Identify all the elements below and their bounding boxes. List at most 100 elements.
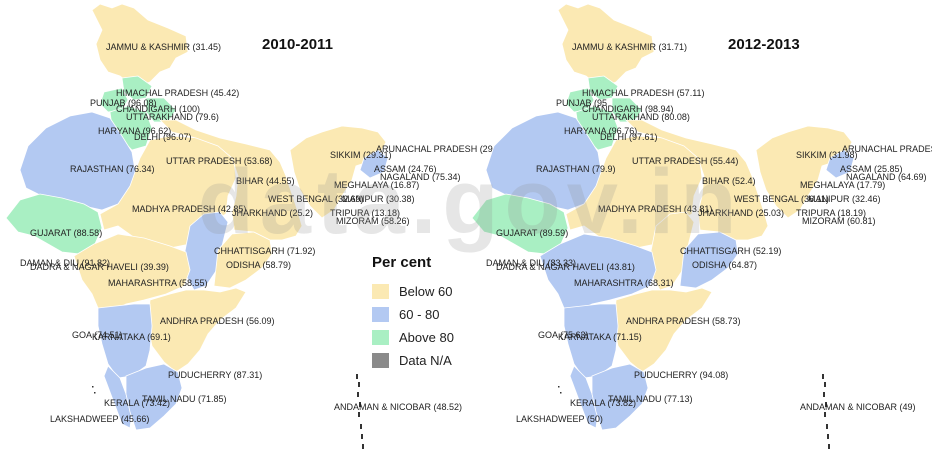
state-label-py: PUDUCHERRY (87.31) xyxy=(168,370,263,380)
state-label-ml: MEGHALAYA (17.79) xyxy=(800,180,886,190)
state-label-mn: MANIPUR (32.46) xyxy=(808,194,881,204)
state-label-jk: JAMMU & KASHMIR (31.45) xyxy=(106,42,222,52)
island-andaman-nicobar xyxy=(359,402,361,407)
region-kerala xyxy=(569,365,599,429)
state-label-mh: MAHARASHTRA (68.31) xyxy=(574,278,674,288)
region-gujarat xyxy=(5,193,103,255)
region-east xyxy=(159,119,303,241)
state-label-ap: ANDHRA PRADESH (56.09) xyxy=(160,316,275,326)
state-label-kl: KERALA (73.42) xyxy=(104,398,171,408)
legend: Per cent Below 60 60 - 80 Above 80 Data … xyxy=(372,254,482,375)
state-label-mn: MANIPUR (30.38) xyxy=(342,194,415,204)
island-andaman-nicobar xyxy=(362,444,364,449)
state-label-dnh: DADRA & NAGAR HAVELI (43.81) xyxy=(496,262,635,272)
state-label-ld: LAKSHADWEEP (50) xyxy=(516,414,603,424)
island-andaman-nicobar xyxy=(358,382,360,387)
region-north xyxy=(91,3,189,87)
state-label-jk: JAMMU & KASHMIR (31.71) xyxy=(572,42,688,52)
state-label-tr: TRIPURA (13.18) xyxy=(330,208,401,218)
state-label-ga: GOA (75.63) xyxy=(538,330,589,340)
legend-swatch xyxy=(372,284,389,299)
state-label-hr: HARYANA (96.62) xyxy=(98,126,172,136)
legend-label: Data N/A xyxy=(399,353,452,368)
map-2010-2011: 2010-2011 JAMMU & KASHMIR (31.45) HIMACHA… xyxy=(5,3,508,449)
region-kerala xyxy=(103,365,133,429)
region-tamil xyxy=(125,363,183,431)
state-label-od: ODISHA (58.79) xyxy=(226,260,292,270)
legend-item-60-80: 60 - 80 xyxy=(372,306,482,323)
state-label-mz: MIZORAM (58.26) xyxy=(336,216,410,226)
state-label-tn: TAMIL NADU (71.85) xyxy=(142,394,227,404)
region-karnataka xyxy=(97,303,153,379)
state-label-dl: DELHI (96.07) xyxy=(134,132,192,142)
legend-item-data-na: Data N/A xyxy=(372,352,482,369)
island-andaman-nicobar xyxy=(827,434,829,439)
state-label-tn: TAMIL NADU (77.13) xyxy=(608,394,693,404)
state-label-jh: JHARKHAND (25.2) xyxy=(232,208,314,218)
india-map-2012-2013 xyxy=(471,3,855,449)
region-karnataka xyxy=(563,303,619,379)
island-lakshadweep xyxy=(558,386,560,388)
island-andaman-nicobar xyxy=(357,392,359,397)
state-label-ch: CHANDIGARH (98.94) xyxy=(582,104,674,114)
state-label-mh: MAHARASHTRA (58.55) xyxy=(108,278,208,288)
state-label-as: ASSAM (24.76) xyxy=(374,164,437,174)
region-nagaland xyxy=(359,149,389,179)
island-lakshadweep xyxy=(94,392,96,394)
state-label-tr: TRIPURA (18.19) xyxy=(796,208,867,218)
state-label-uk: UTTARAKHAND (79.6) xyxy=(126,112,219,122)
state-label-jh: JHARKHAND (25.03) xyxy=(698,208,785,218)
state-label-ch: CHANDIGARH (100) xyxy=(116,104,201,114)
state-label-nl: NAGALAND (75.34) xyxy=(380,172,461,182)
island-andaman-nicobar xyxy=(824,412,826,417)
state-label-ka: KARNATAKA (71.15) xyxy=(558,332,642,342)
region-andhra xyxy=(613,287,713,373)
state-label-an: ANDAMAN & NICOBAR (49) xyxy=(800,402,916,412)
island-andaman-nicobar xyxy=(360,424,362,429)
legend-swatch xyxy=(372,307,389,322)
state-label-ml: MEGHALAYA (16.87) xyxy=(334,180,420,190)
state-label-rj: RAJASTHAN (76.34) xyxy=(70,164,155,174)
region-nagaland xyxy=(825,149,855,179)
state-label-as: ASSAM (25.85) xyxy=(840,164,903,174)
island-andaman-nicobar xyxy=(361,434,363,439)
island-andaman-nicobar xyxy=(824,382,826,387)
island-andaman-nicobar xyxy=(823,392,825,397)
state-label-ka: KARNATAKA (69.1) xyxy=(92,332,171,342)
region-odisha xyxy=(679,231,739,289)
state-label-py: PUDUCHERRY (94.08) xyxy=(634,370,729,380)
state-label-an: ANDAMAN & NICOBAR (48.52) xyxy=(334,402,463,412)
state-label-cg: CHHATTISGARH (71.92) xyxy=(214,246,316,256)
state-label-cg: CHHATTISGARH (52.19) xyxy=(680,246,782,256)
state-label-od: ODISHA (64.87) xyxy=(692,260,758,270)
region-tamil xyxy=(591,363,649,431)
state-label-ga: GOA (74.51) xyxy=(72,330,123,340)
state-label-mz: MIZORAM (60.81) xyxy=(802,216,876,226)
state-label-dd: DAMAN & DIU (83.33) xyxy=(486,258,577,268)
state-label-br: BIHAR (44.55) xyxy=(236,176,295,186)
legend-title: Per cent xyxy=(372,254,432,271)
state-label-up: UTTAR PRADESH (55.44) xyxy=(632,156,739,166)
state-label-ld: LAKSHADWEEP (45.66) xyxy=(50,414,150,424)
state-label-dd: DAMAN & DIU (91.82) xyxy=(20,258,111,268)
legend-item-above-80: Above 80 xyxy=(372,329,482,346)
legend-label: 60 - 80 xyxy=(399,307,440,322)
legend-item-below-60: Below 60 xyxy=(372,283,482,300)
state-label-up: UTTAR PRADESH (53.68) xyxy=(166,156,273,166)
map-title: 2010-2011 xyxy=(262,36,333,53)
legend-label: Above 80 xyxy=(399,330,454,345)
region-maharashtra xyxy=(539,233,657,313)
state-label-wb: WEST BENGAL (36.11) xyxy=(734,194,829,204)
state-label-kl: KERALA (73.82) xyxy=(570,398,637,408)
state-label-ar: ARUNACHAL PRADESH (37.07) xyxy=(842,144,932,154)
region-andhra xyxy=(147,287,247,373)
state-label-hp: HIMACHAL PRADESH (57.11) xyxy=(582,88,705,98)
map-2012-2013: 2012-2013 JAMMU & KASHMIR (31.71) HIMACHA… xyxy=(466,0,932,460)
state-label-pb: PUNJAB (95 xyxy=(556,98,608,108)
state-label-wb: WEST BENGAL (32.69) xyxy=(268,194,364,204)
state-label-uk: UTTARAKHAND (80.08) xyxy=(592,112,690,122)
state-label-sk: SIKKIM (31.98) xyxy=(796,150,858,160)
legend-swatch xyxy=(372,330,389,345)
region-maharashtra xyxy=(73,233,191,313)
legend-swatch xyxy=(372,353,389,368)
